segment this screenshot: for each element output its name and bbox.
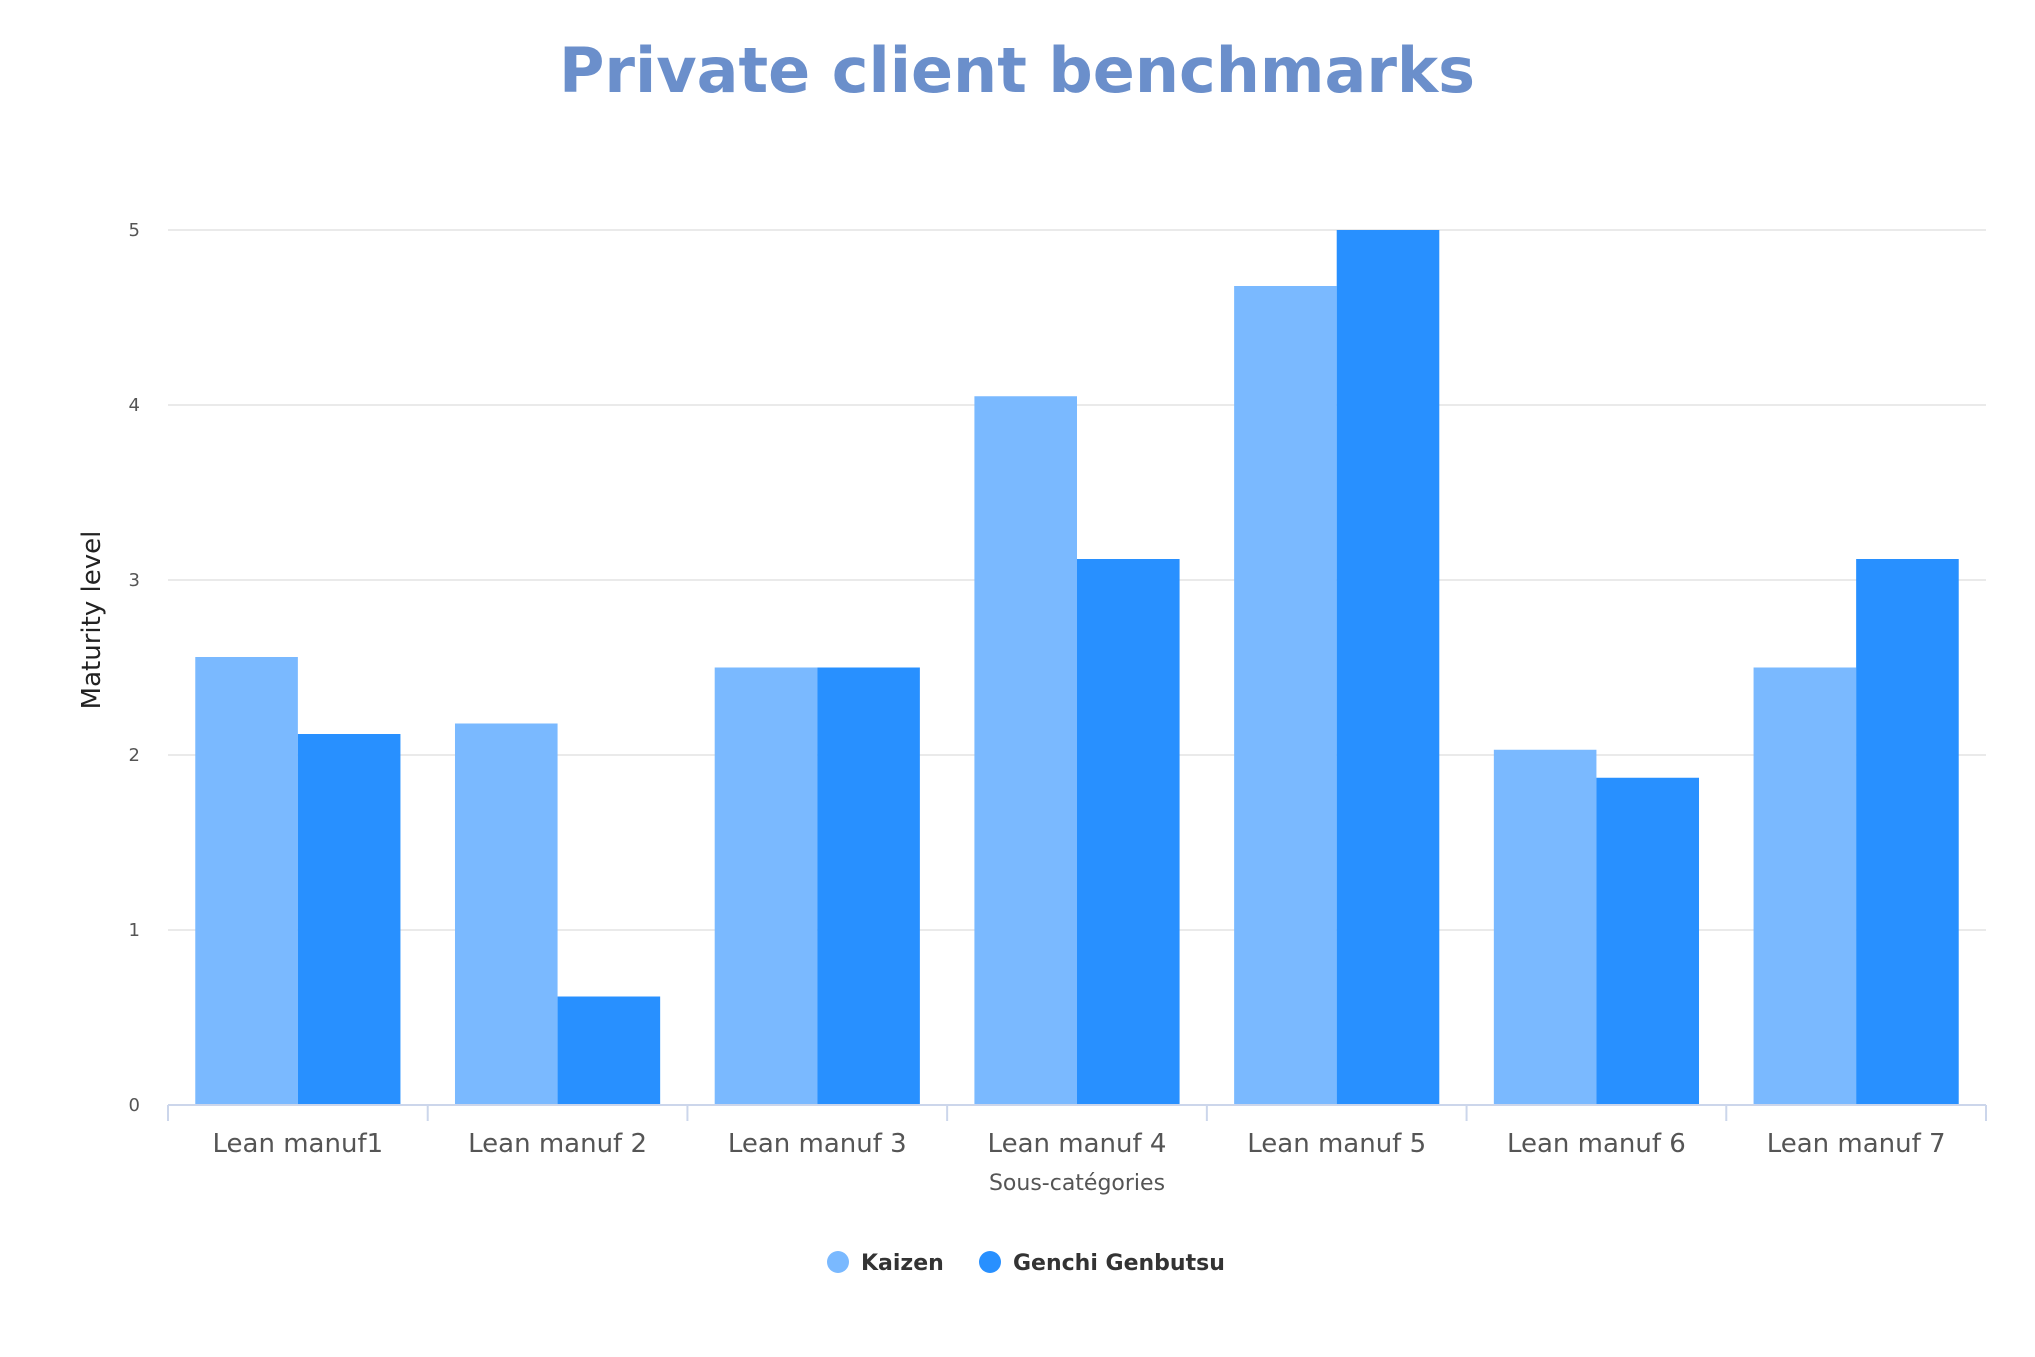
y-tick-label: 5	[129, 220, 140, 241]
bar[interactable]	[1596, 777, 1700, 1105]
chart-title: Private client benchmarks	[559, 34, 1475, 107]
legend-marker	[979, 1251, 1001, 1273]
bar[interactable]	[1234, 286, 1337, 1105]
x-axis	[167, 1104, 1987, 1121]
x-tick-label: Lean manuf 6	[1507, 1129, 1686, 1159]
bar[interactable]	[1856, 559, 1959, 1105]
x-tick-label: Lean manuf 7	[1767, 1129, 1946, 1159]
x-tick-labels: Lean manuf1 Lean manuf 2 Lean manuf 3 Lean …	[213, 1129, 1946, 1159]
legend-item[interactable]: Kaizen	[827, 1251, 944, 1276]
bar[interactable]	[817, 667, 920, 1106]
x-axis-title: Sous-catégories	[989, 1171, 1165, 1196]
bar[interactable]	[1493, 749, 1597, 1105]
bar[interactable]	[297, 734, 401, 1105]
legend: Kaizen Genchi Genbutsu	[827, 1251, 1225, 1276]
y-tick-label: 0	[129, 1095, 140, 1116]
bar[interactable]	[557, 996, 661, 1106]
bar[interactable]	[195, 657, 298, 1105]
x-tick-label: Lean manuf 3	[728, 1129, 907, 1159]
y-axis: 0 1 2 3 4 5	[129, 220, 140, 1116]
x-tick-label: Lean manuf 2	[468, 1129, 647, 1159]
legend-marker	[827, 1251, 849, 1273]
y-tick-label: 1	[129, 920, 140, 941]
bars	[195, 230, 1959, 1106]
bar[interactable]	[1753, 667, 1857, 1106]
bar[interactable]	[454, 723, 558, 1106]
legend-item[interactable]: Genchi Genbutsu	[979, 1251, 1225, 1276]
y-tick-label: 3	[129, 570, 140, 591]
legend-label: Genchi Genbutsu	[1013, 1251, 1225, 1276]
x-tick-label: Lean manuf 4	[988, 1129, 1167, 1159]
bar[interactable]	[974, 396, 1077, 1105]
y-tick-label: 4	[129, 395, 140, 416]
legend-label: Kaizen	[861, 1251, 944, 1276]
x-tick-label: Lean manuf 5	[1247, 1129, 1426, 1159]
bar[interactable]	[1336, 230, 1440, 1105]
bar[interactable]	[1077, 559, 1180, 1105]
y-axis-title: Maturity level	[77, 531, 107, 710]
bar[interactable]	[714, 667, 818, 1106]
x-tick-label: Lean manuf1	[213, 1129, 384, 1159]
y-tick-label: 2	[129, 745, 140, 766]
